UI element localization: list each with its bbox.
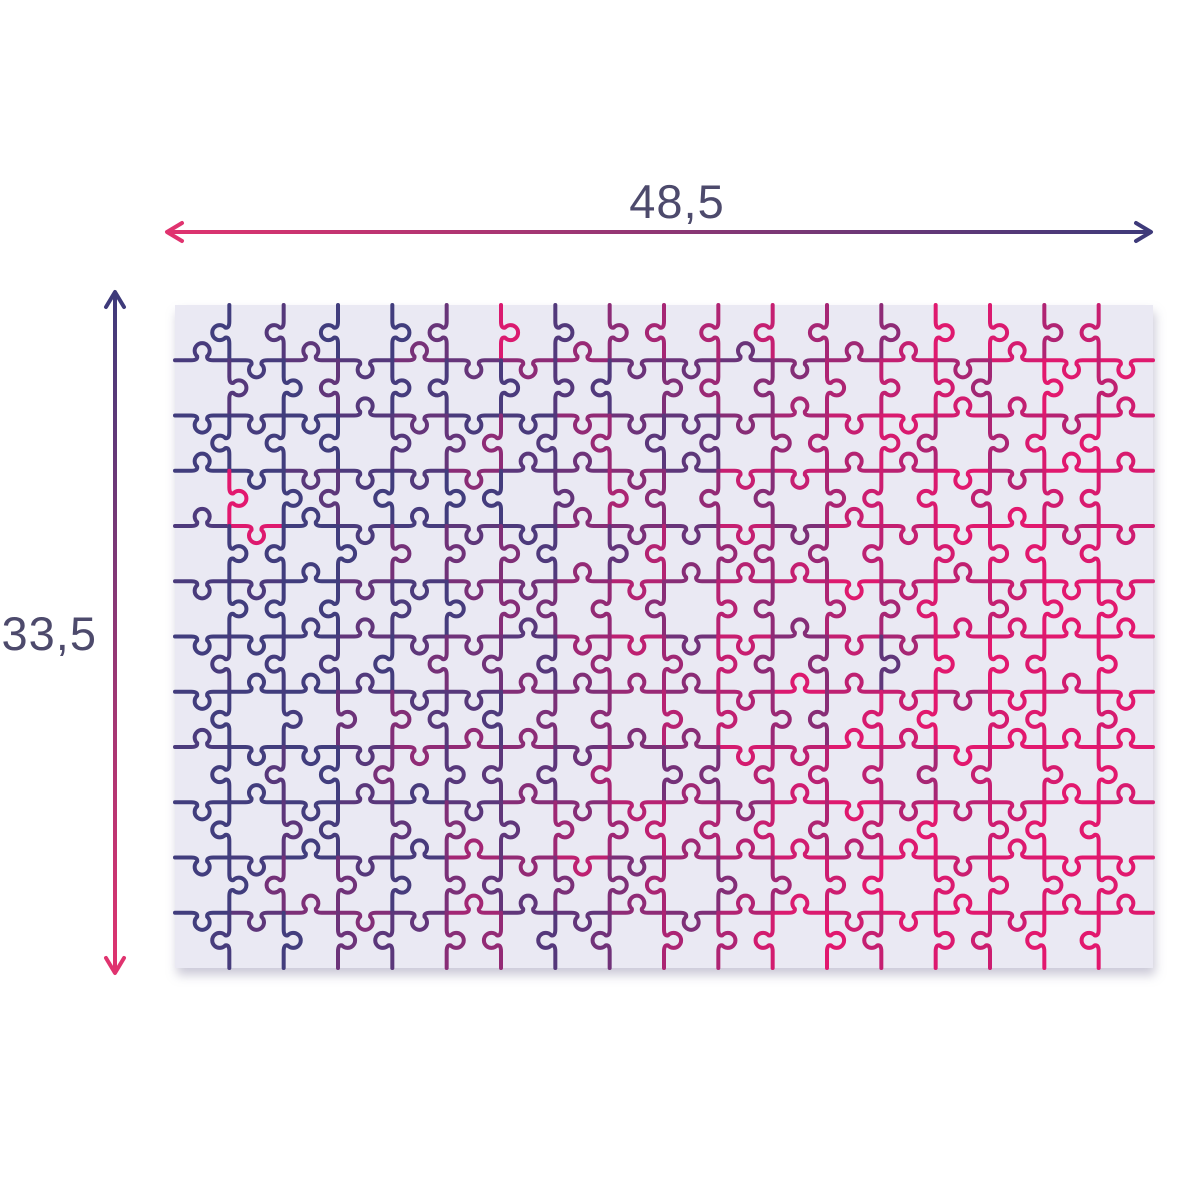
arrow-left-head-icon xyxy=(165,221,184,243)
puzzle-pieces-grid xyxy=(173,303,1156,970)
arrow-right-head-icon xyxy=(1134,221,1153,243)
height-dimension-arrow xyxy=(104,290,126,975)
width-dimension-label: 48,5 xyxy=(629,175,725,228)
arrow-down-head-icon xyxy=(104,956,126,975)
width-dimension-arrow xyxy=(165,221,1153,243)
arrow-up-head-icon xyxy=(104,290,126,309)
height-dimension-label: 33,5 xyxy=(1,607,97,660)
